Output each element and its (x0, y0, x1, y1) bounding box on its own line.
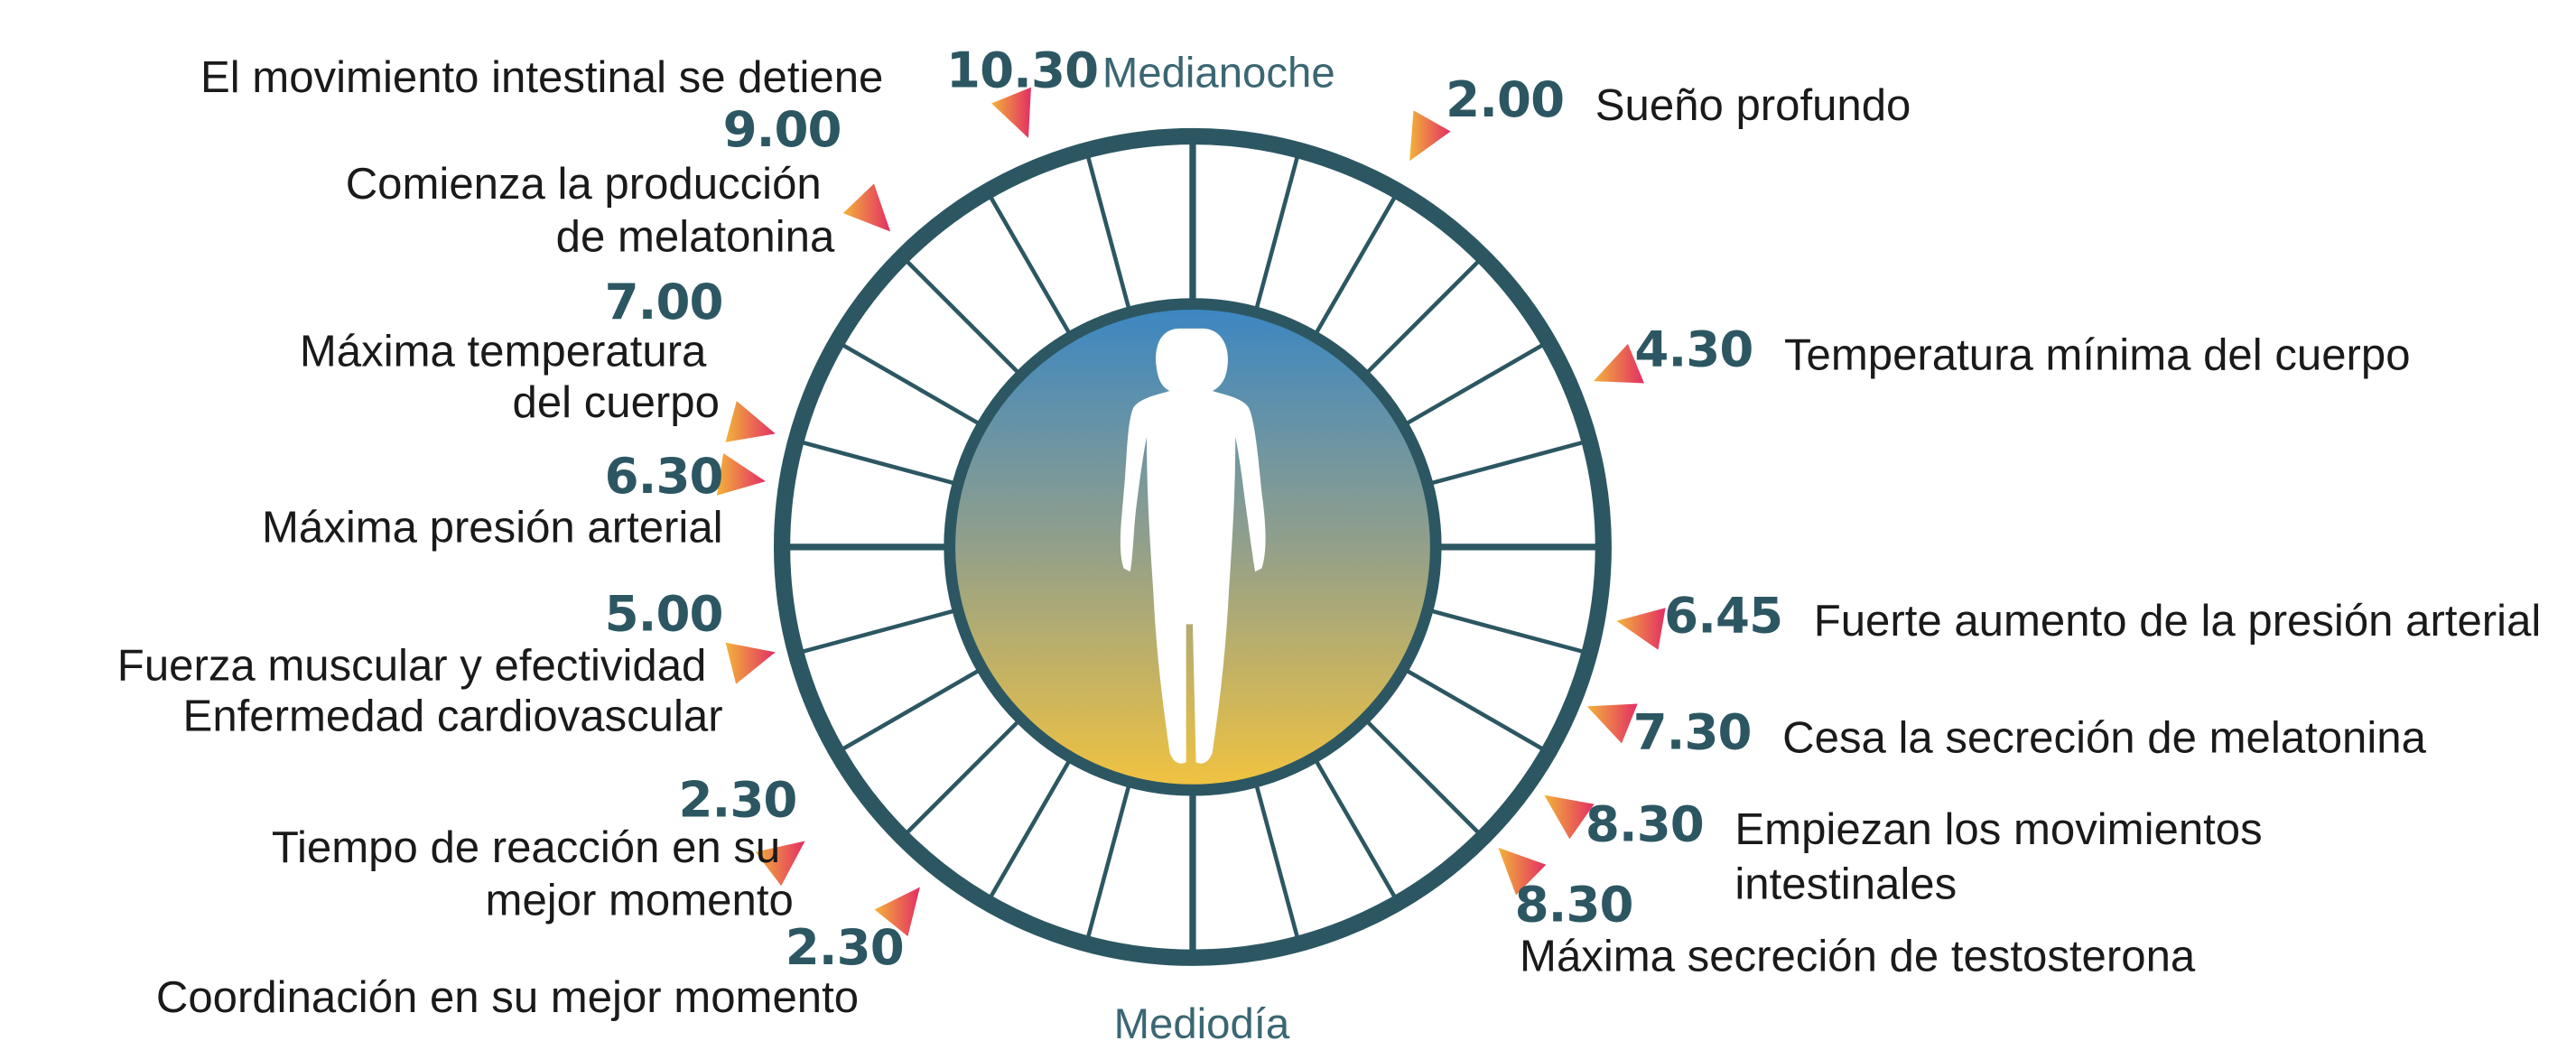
hour-tick (1430, 439, 1587, 486)
event-time-min-temperature: 4.30 (1634, 321, 1753, 380)
event-text-bowel-stops: El movimiento intestinal se detiene (200, 52, 884, 102)
event-time-melatonin-start: 9.00 (722, 101, 842, 160)
event-text-muscle-strength-2: Enfermedad cardiovascular (182, 692, 723, 741)
event-text-coordination: Coordinación en su mejor momento (155, 972, 860, 1022)
event-arrow-icon (716, 453, 766, 496)
hour-tick (1084, 784, 1131, 942)
event-text-melatonin-start-2: de melatonina (555, 211, 835, 262)
hour-tick (798, 609, 955, 655)
event-arrow-icon (1498, 847, 1547, 896)
hour-tick (903, 720, 1020, 837)
event-text-min-temperature: Temperatura mínima del cuerpo (1783, 330, 2411, 380)
event-arrow-icon (725, 642, 776, 684)
event-text-bowel-start-2: intestinales (1734, 859, 1958, 909)
event-text-melatonin-start-1: Comienza la producción (345, 159, 822, 209)
event-text-melatonin-stop: Cesa la secreción de melatonina (1782, 712, 2426, 763)
hour-tick (1254, 153, 1300, 310)
event-arrow-icon (755, 841, 805, 887)
event-arrow-icon (1616, 608, 1666, 650)
hour-tick (1430, 609, 1587, 655)
hour-tick (1084, 153, 1131, 310)
hour-ticks (785, 139, 1601, 955)
event-time-bowel-start: 8.30 (1585, 796, 1705, 855)
hour-tick (987, 759, 1072, 901)
event-arrow-icon (1586, 703, 1638, 744)
event-time-bp-rise: 6.45 (1664, 588, 1783, 646)
event-arrow-icon (874, 887, 920, 937)
event-arrow-icon (1409, 110, 1451, 162)
event-time-coordination: 2.30 (785, 919, 905, 978)
event-time-reaction-time: 2.30 (678, 772, 797, 830)
hour-tick (1314, 192, 1399, 335)
event-text-testosterone: Máxima secreción de testosterona (1520, 931, 2196, 981)
hour-tick (1365, 720, 1483, 837)
event-text-muscle-strength-1: Fuerza muscular y efectividad (116, 640, 707, 691)
hour-tick (1405, 668, 1547, 753)
hour-tick (1314, 759, 1399, 901)
hour-tick (1365, 257, 1483, 375)
event-time-testosterone: 8.30 (1514, 877, 1634, 935)
midnight-label: Medianoche (1102, 47, 1335, 98)
event-time-deep-sleep: 2.00 (1446, 72, 1565, 130)
event-text-reaction-time-1: Tiempo de reacción en su (271, 822, 781, 873)
event-time-muscle-strength: 5.00 (604, 586, 724, 645)
event-time-max-blood-pressure: 6.30 (604, 448, 724, 506)
event-text-max-temperature-1: Máxima temperatura (299, 327, 707, 376)
event-time-bowel-stops: 10.30 (946, 42, 1099, 100)
hour-tick (798, 439, 955, 486)
event-text-bowel-start-1: Empiezan los movimientos (1734, 804, 2263, 855)
event-arrow-icon (725, 401, 776, 442)
event-arrow-icon (842, 183, 891, 232)
noon-label: Mediodía (1113, 999, 1290, 1048)
event-arrow-icon (991, 87, 1031, 138)
event-text-reaction-time-2: mejor momento (485, 875, 794, 925)
event-time-melatonin-stop: 7.30 (1632, 704, 1753, 763)
event-text-bp-rise: Fuerte aumento de la presión arterial (1813, 596, 2542, 646)
event-time-max-temperature: 7.00 (604, 274, 724, 332)
event-arrows (716, 87, 1666, 937)
hour-tick (1254, 784, 1300, 942)
hour-tick (987, 192, 1072, 335)
hour-tick (838, 668, 981, 753)
hour-tick (903, 257, 1020, 375)
event-text-max-blood-pressure: Máxima presión arterial (262, 502, 723, 553)
event-arrow-icon (1593, 343, 1644, 384)
event-text-deep-sleep: Sueño profundo (1595, 80, 1911, 130)
event-text-max-temperature-2: del cuerpo (512, 377, 720, 428)
human-figure-icon (1120, 328, 1266, 764)
hour-tick (1405, 341, 1547, 426)
event-arrow-icon (1544, 794, 1595, 840)
hour-tick (838, 341, 981, 426)
